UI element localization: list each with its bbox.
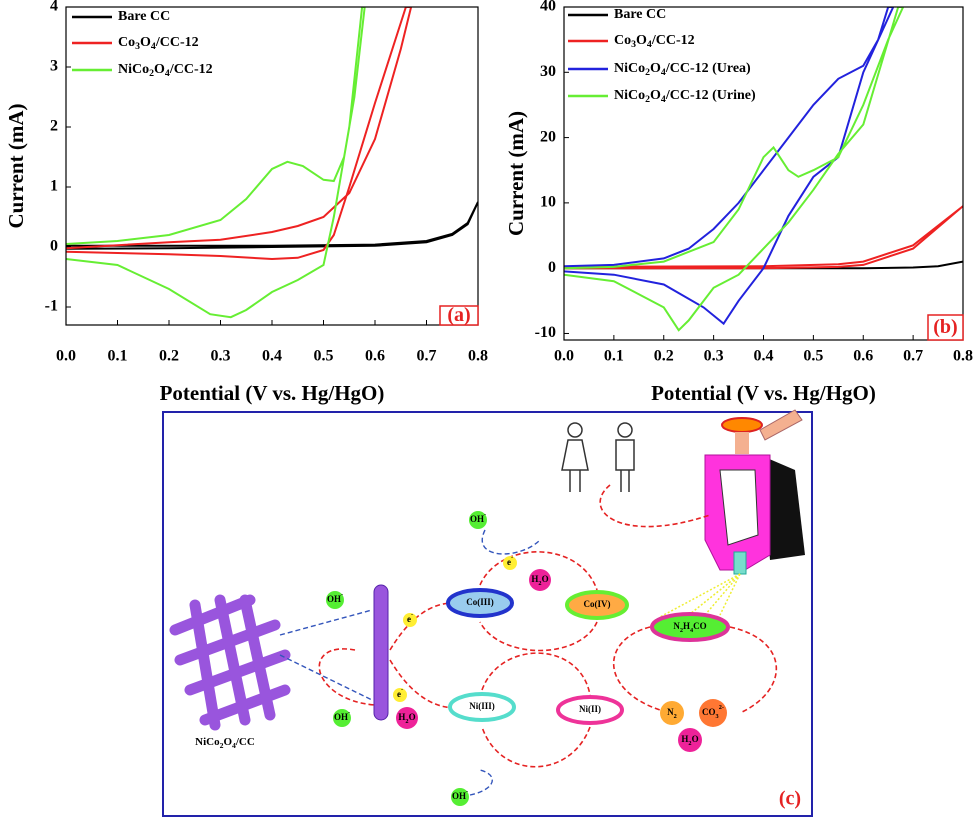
state <box>556 695 624 725</box>
water-label: H2O <box>531 574 548 587</box>
legend-label: Co3O4/CC-12 <box>118 35 199 52</box>
urea-label: N2H4CO <box>673 621 706 634</box>
x-tick-label: 0.4 <box>754 348 774 365</box>
series-line <box>66 201 478 250</box>
x-tick-label: 0.0 <box>554 348 574 365</box>
panel-label: (c) <box>779 788 801 810</box>
electron-label: e- <box>407 611 413 624</box>
electron <box>403 613 417 627</box>
y-tick-label: 0 <box>50 238 58 255</box>
y-tick-label: -1 <box>45 298 58 315</box>
hydroxide <box>326 591 344 609</box>
y-tick-label: 30 <box>540 63 556 80</box>
y-tick-label: 1 <box>50 178 58 195</box>
series-line <box>66 7 413 261</box>
x-tick-label: 0.2 <box>654 348 674 365</box>
y-tick-label: 3 <box>50 58 58 75</box>
x-axis-title: Potential (V vs. Hg/HgO) <box>160 381 385 405</box>
y-tick-label: 10 <box>540 194 556 211</box>
legend-label: NiCo2O4/CC-12 (Urea) <box>614 61 751 78</box>
x-tick-label: 0.7 <box>903 348 923 365</box>
legend-label: NiCo2O4/CC-12 (Urine) <box>614 88 756 105</box>
x-tick-label: 0.4 <box>262 348 282 365</box>
x-tick-label: 0.5 <box>314 348 334 365</box>
state-label: Co(III) <box>466 597 494 607</box>
x-tick-label: 0.6 <box>365 348 385 365</box>
blue-arrows <box>279 529 541 796</box>
x-tick-label: 0.3 <box>704 348 724 365</box>
y-tick-label: 20 <box>540 128 556 145</box>
chart: 0.0 0.1 0.2 0.3 0.4 0.5 0.6 0.7 0.8 -1 0 1 2 3 4 Bare C… <box>4 0 488 405</box>
electrode <box>373 584 389 721</box>
state <box>448 692 516 722</box>
x-tick-label: 0.3 <box>211 348 231 365</box>
electron <box>503 556 517 570</box>
legend-label: Bare CC <box>118 9 170 24</box>
hydroxide-label: OH- <box>470 511 486 524</box>
x-tick-label: 0.1 <box>108 348 128 365</box>
series-line <box>564 7 905 332</box>
panel-frame <box>162 411 813 817</box>
arrows <box>318 484 778 768</box>
series-line <box>564 7 895 326</box>
product-label: H2O <box>681 734 698 747</box>
panel-label: (b) <box>933 316 957 338</box>
water <box>529 569 551 591</box>
hydroxide-label: OH- <box>327 591 343 604</box>
hydroxide-label: OH- <box>452 788 468 801</box>
x-axis-title: Potential (V vs. Hg/HgO) <box>651 381 876 405</box>
y-tick-label: 4 <box>50 0 58 15</box>
x-tick-label: 0.8 <box>468 348 488 365</box>
hydroxide <box>333 709 351 727</box>
product-label: CO32- <box>702 704 724 720</box>
plot-frame <box>563 6 964 341</box>
x-tick-label: 0.8 <box>953 348 973 365</box>
product <box>660 701 684 725</box>
x-tick-label: 0.6 <box>853 348 873 365</box>
panel-box <box>927 314 964 341</box>
y-axis-title: Current (mA) <box>504 111 528 236</box>
hydroxide-label: OH- <box>334 709 350 722</box>
legend-label: NiCo2O4/CC-12 <box>118 62 213 79</box>
y-tick-label: 0 <box>548 259 556 276</box>
x-tick-label: 0.0 <box>56 348 76 365</box>
water-label: H2O <box>398 712 415 725</box>
legend-label: Bare CC <box>614 7 666 22</box>
x-tick-label: 0.2 <box>159 348 179 365</box>
panel-box <box>439 305 479 326</box>
hydroxide <box>451 788 469 806</box>
state-label: Co(IV) <box>584 599 611 609</box>
x-tick-label: 0.7 <box>417 348 437 365</box>
state <box>446 588 514 618</box>
mesh <box>169 594 291 731</box>
y-tick-label: -10 <box>535 324 556 341</box>
legend-label: Co3O4/CC-12 <box>614 33 695 50</box>
urine-device <box>659 409 805 618</box>
hydroxide <box>469 511 487 529</box>
y-axis-title: Current (mA) <box>4 103 28 228</box>
plot-frame <box>65 6 479 326</box>
panel-label: (a) <box>447 304 470 326</box>
state-label: Ni(II) <box>579 704 601 714</box>
x-tick-label: 0.1 <box>604 348 624 365</box>
state <box>565 590 629 620</box>
water <box>396 707 418 729</box>
x-tick-label: 0.5 <box>803 348 823 365</box>
product <box>699 699 727 727</box>
material-label: NiCo2O4/CC <box>195 736 255 750</box>
urea <box>650 612 730 642</box>
chart: 0.0 0.1 0.2 0.3 0.4 0.5 0.6 0.7 0.8 -10 0 10 20 30 40 B… <box>504 0 973 405</box>
people-icons <box>561 422 635 492</box>
state-label: Ni(III) <box>469 701 495 711</box>
electron <box>393 688 407 702</box>
series-line <box>66 7 366 319</box>
electron-label: e- <box>397 686 403 699</box>
series-line <box>564 205 963 270</box>
electron-label: e- <box>507 554 513 567</box>
y-tick-label: 2 <box>50 118 58 135</box>
product-label: N2 <box>667 707 677 720</box>
product <box>678 728 702 752</box>
y-tick-label: 40 <box>540 0 556 15</box>
